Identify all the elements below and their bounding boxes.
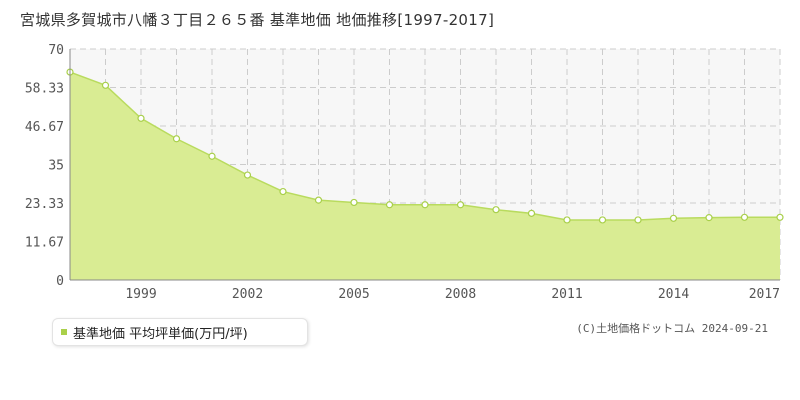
legend: 基準地価 平均坪単価(万円/坪) [52,318,308,346]
data-point-2008 [456,201,465,209]
x-tick-label-2005: 2005 [338,287,369,302]
data-point-2001 [208,152,216,160]
x-tick-label-2002: 2002 [232,287,263,302]
data-point-2000 [172,135,181,143]
data-point-2012 [598,216,607,224]
y-tick-label-5: 58.33 [25,82,64,97]
x-tick-label-2017: 2017 [749,287,780,302]
data-point-2013 [634,216,642,224]
legend-label: 基準地価 平均坪単価(万円/坪) [73,326,248,342]
data-point-1998 [101,81,110,89]
x-tick-label-1999: 1999 [125,287,156,302]
data-point-2010 [527,209,536,217]
data-point-2014 [669,214,678,222]
copyright-text: (C)土地価格ドットコム 2024-09-21 [576,322,768,335]
y-tick-label-6: 70 [48,43,64,58]
chart-title: 宮城県多賀城市八幡３丁目２６５番 基準地価 地価推移[1997-2017] [20,11,495,29]
data-point-2007 [421,201,429,209]
y-tick-label-3: 35 [48,159,64,174]
data-point-2005 [350,198,358,207]
data-point-2003 [279,187,287,196]
x-tick-label-2008: 2008 [445,287,476,302]
y-tick-label-4: 46.67 [25,120,64,135]
y-tick-label-2: 23.33 [25,197,64,212]
data-point-2016 [740,213,749,221]
data-point-2015 [705,214,713,222]
data-point-2009 [492,206,500,214]
y-tick-label-1: 11.67 [25,235,64,250]
data-point-1999 [137,114,145,122]
series-area [70,72,780,280]
data-point-2017 [776,213,784,221]
data-point-2002 [243,171,252,179]
legend-marker [61,329,67,335]
data-point-2004 [314,196,323,204]
data-point-2011 [563,216,571,224]
data-point-2006 [385,201,394,209]
x-tick-label-2011: 2011 [551,287,582,302]
y-tick-label-0: 0 [56,274,64,289]
x-tick-label-2014: 2014 [658,287,689,302]
